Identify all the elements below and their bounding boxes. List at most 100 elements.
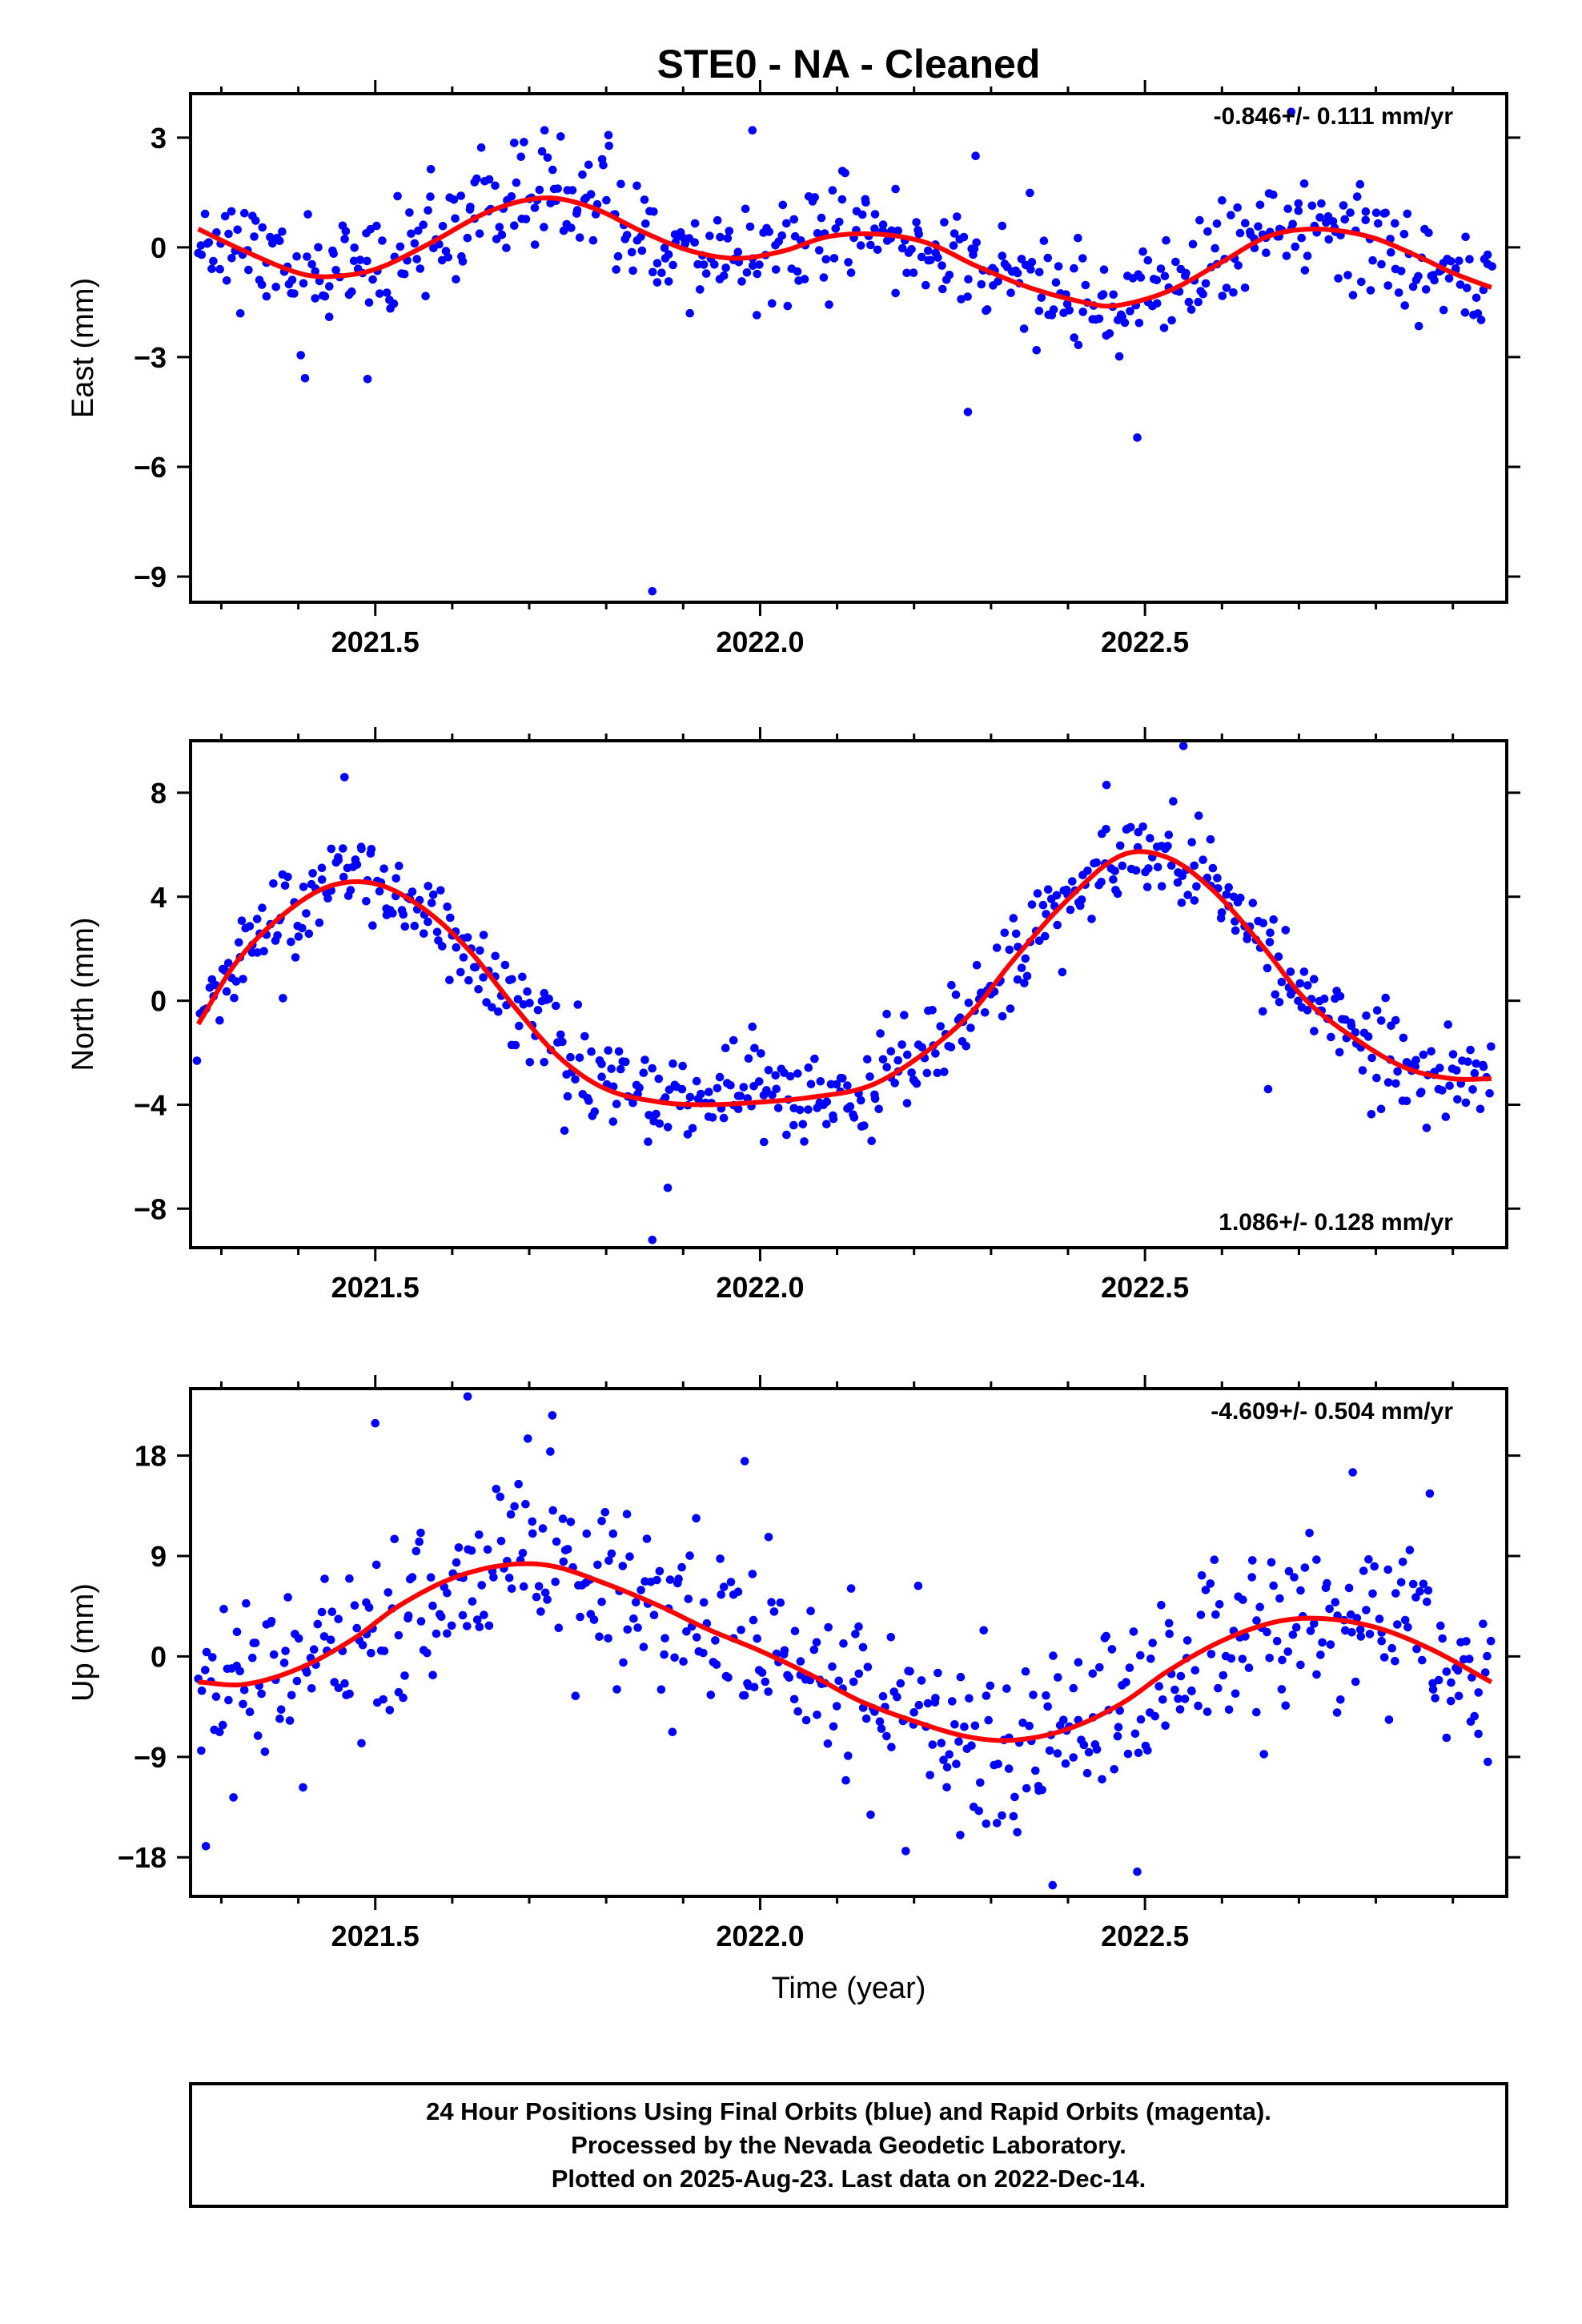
data-point — [1122, 1678, 1130, 1687]
data-point — [963, 292, 972, 301]
data-point — [1319, 994, 1329, 1003]
data-point — [1418, 1655, 1427, 1665]
data-point — [768, 1090, 777, 1100]
data-point — [950, 1720, 959, 1729]
data-point — [331, 266, 340, 275]
y-tick-label: −9 — [134, 1741, 167, 1774]
data-point — [233, 225, 243, 235]
data-point — [208, 1653, 217, 1662]
data-point — [1143, 255, 1153, 265]
data-point — [956, 1672, 966, 1682]
data-point — [674, 1574, 683, 1583]
data-point — [1328, 217, 1338, 226]
data-point — [1366, 286, 1375, 295]
data-point — [824, 1622, 833, 1632]
data-point — [459, 953, 468, 962]
scatter-points — [194, 107, 1496, 596]
data-point — [307, 1684, 316, 1693]
data-point — [300, 374, 310, 383]
data-point — [804, 1063, 813, 1072]
data-point — [660, 1650, 669, 1659]
data-point — [931, 1694, 940, 1703]
data-point — [785, 1673, 793, 1683]
data-point — [303, 1668, 311, 1677]
data-point — [537, 147, 547, 156]
y-tick-label: 0 — [151, 985, 167, 1018]
data-point — [1297, 233, 1306, 243]
data-point — [1358, 1066, 1367, 1075]
data-point — [1399, 230, 1409, 239]
data-point — [515, 1021, 524, 1031]
data-point — [1367, 1110, 1376, 1119]
data-point — [1175, 1705, 1185, 1714]
data-point — [463, 1392, 472, 1401]
data-point — [1098, 1775, 1106, 1784]
data-point — [684, 1594, 693, 1603]
data-point — [612, 265, 620, 274]
data-point — [426, 1573, 436, 1582]
data-point — [1217, 908, 1227, 917]
data-point — [1213, 874, 1222, 883]
data-point — [1347, 1628, 1356, 1637]
data-point — [926, 1771, 934, 1779]
data-point — [1462, 1637, 1471, 1646]
data-point — [543, 153, 552, 162]
data-point — [1470, 1068, 1480, 1078]
data-point — [423, 1648, 432, 1658]
data-point — [692, 1514, 701, 1523]
y-tick-label: −8 — [134, 1192, 167, 1225]
data-point — [548, 1506, 557, 1515]
data-point — [724, 1673, 733, 1682]
data-point — [416, 1617, 426, 1626]
data-point — [1136, 1651, 1145, 1660]
data-point — [998, 251, 1007, 260]
data-point — [1488, 262, 1496, 271]
data-point — [584, 1096, 593, 1105]
data-point — [426, 165, 436, 174]
data-point — [749, 1615, 758, 1625]
data-point — [661, 1634, 669, 1642]
data-point — [339, 872, 348, 882]
data-point — [789, 1695, 799, 1704]
data-point — [1092, 858, 1101, 867]
data-point — [513, 995, 523, 1004]
data-point — [789, 215, 798, 224]
data-point — [648, 587, 657, 596]
data-point — [1069, 1683, 1078, 1693]
data-point — [352, 860, 362, 869]
data-point — [1377, 1637, 1386, 1646]
data-point — [299, 279, 308, 288]
model-fit-line — [196, 849, 1492, 1108]
data-point — [227, 207, 236, 216]
data-point — [690, 238, 699, 247]
data-point — [1466, 1045, 1475, 1055]
data-point — [963, 408, 973, 416]
data-point — [334, 855, 343, 865]
data-point — [368, 275, 377, 284]
data-point — [882, 1731, 891, 1741]
data-point — [708, 1113, 717, 1122]
data-point — [451, 214, 460, 223]
data-point — [942, 1763, 952, 1772]
data-point — [870, 210, 880, 219]
data-point — [521, 1499, 530, 1509]
data-point — [902, 1099, 912, 1108]
data-point — [1275, 1594, 1284, 1603]
data-point — [1312, 1555, 1321, 1564]
data-point — [414, 226, 423, 235]
data-point — [1017, 963, 1026, 972]
data-point — [907, 245, 916, 254]
data-point — [1340, 215, 1349, 224]
y-tick-label: 18 — [135, 1440, 167, 1473]
data-point — [1180, 1695, 1190, 1703]
data-point — [753, 311, 761, 320]
data-point — [1092, 1745, 1102, 1754]
data-point — [222, 987, 231, 996]
data-point — [1026, 265, 1035, 274]
data-point — [632, 1598, 640, 1606]
data-point — [1026, 188, 1034, 198]
data-point — [1361, 207, 1371, 216]
data-point — [1364, 1554, 1373, 1564]
data-point — [394, 1630, 404, 1640]
data-point — [1065, 306, 1074, 315]
